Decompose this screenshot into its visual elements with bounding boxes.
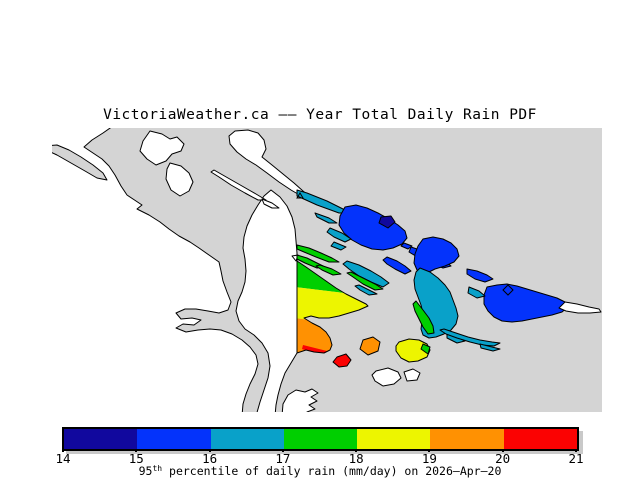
tick-label-16: 16 (202, 451, 218, 466)
cluster-teal-2 (354, 284, 378, 296)
tickmark-20 (501, 449, 504, 452)
caption-number: 95 (138, 464, 153, 478)
islet-yellow-green-corner (420, 343, 431, 355)
sliver-green-3 (315, 264, 342, 276)
islet-red (332, 353, 352, 368)
islet-yellow (395, 338, 431, 363)
colorbar-segment-16-17 (210, 429, 284, 449)
sliver-green-1 (296, 244, 340, 263)
colorbar-caption: 95th percentile of daily rain (mm/day) o… (0, 464, 640, 478)
page-title: VictoriaWeather.ca –– Year Total Daily R… (103, 107, 537, 123)
tickmark-18 (355, 449, 358, 452)
cluster-green (346, 271, 384, 291)
tick-label-18: 18 (348, 451, 364, 466)
islet-blue-east-2 (466, 268, 494, 283)
island-blue-large-north (338, 204, 408, 251)
island-teal-elongated-2 (479, 343, 501, 352)
caret-marker-icon (296, 192, 304, 199)
tickmark-16 (208, 449, 211, 452)
spit-white-east (558, 301, 602, 314)
streak-green-se (412, 300, 435, 335)
diamond-marker-icon (502, 284, 514, 296)
islet-teal-b (326, 227, 352, 243)
islet-blue-ne (382, 256, 412, 275)
tick-label-21: 21 (568, 451, 584, 466)
colorbar (62, 427, 579, 451)
caption-superscript: th (152, 464, 163, 473)
colorbar-segment-14-15 (64, 429, 138, 449)
tick-label-15: 15 (128, 451, 144, 466)
tick-label-17: 17 (275, 451, 291, 466)
peninsula-outline (296, 260, 369, 354)
island-nw-1 (139, 130, 185, 166)
cluster-teal-1 (342, 260, 390, 288)
tickmark-19 (428, 449, 431, 452)
island-sliver-white-1 (210, 169, 267, 201)
island-south-white-1 (371, 367, 402, 387)
tick-label-20: 20 (495, 451, 511, 466)
colorbar-tickmarks (62, 449, 577, 453)
islet-orange (359, 336, 381, 356)
island-blue-large-east (483, 283, 569, 323)
inlet-channel (52, 144, 108, 181)
colorbar-tick-labels: 14 15 16 17 18 19 20 21 (55, 451, 583, 466)
tick-label-14: 14 (55, 451, 71, 466)
tickmark-15 (135, 449, 138, 452)
tick-label-19: 19 (421, 451, 437, 466)
island-nw-2 (165, 162, 194, 197)
islet-teal-a (314, 212, 338, 224)
patch-navy (378, 215, 396, 229)
colorbar-segment-18-19 (357, 429, 431, 449)
tickmark-21 (575, 449, 577, 452)
colorbar-segment-17-18 (283, 429, 358, 449)
islet-teal-c (330, 241, 347, 251)
colorbar-segment-20-21 (503, 429, 577, 449)
island-teal-elongated-1 (439, 328, 501, 347)
tickmark-14 (62, 449, 64, 452)
patch-red-coast (302, 345, 330, 353)
island-sliver-white-2 (261, 198, 280, 209)
caption-text: percentile of daily rain (mm/day) on 202… (162, 464, 502, 478)
islet-teal-east (467, 286, 486, 299)
colorbar-segment-15-16 (137, 429, 211, 449)
land-vancouver-island (52, 128, 259, 412)
islet-blue-mid-2 (400, 242, 413, 250)
colorbar-segment-19-20 (430, 429, 504, 449)
tickmark-17 (281, 449, 284, 452)
island-south-white-2 (403, 368, 421, 382)
island-blue-east-1 (413, 236, 460, 277)
land-south-shore (281, 388, 319, 412)
